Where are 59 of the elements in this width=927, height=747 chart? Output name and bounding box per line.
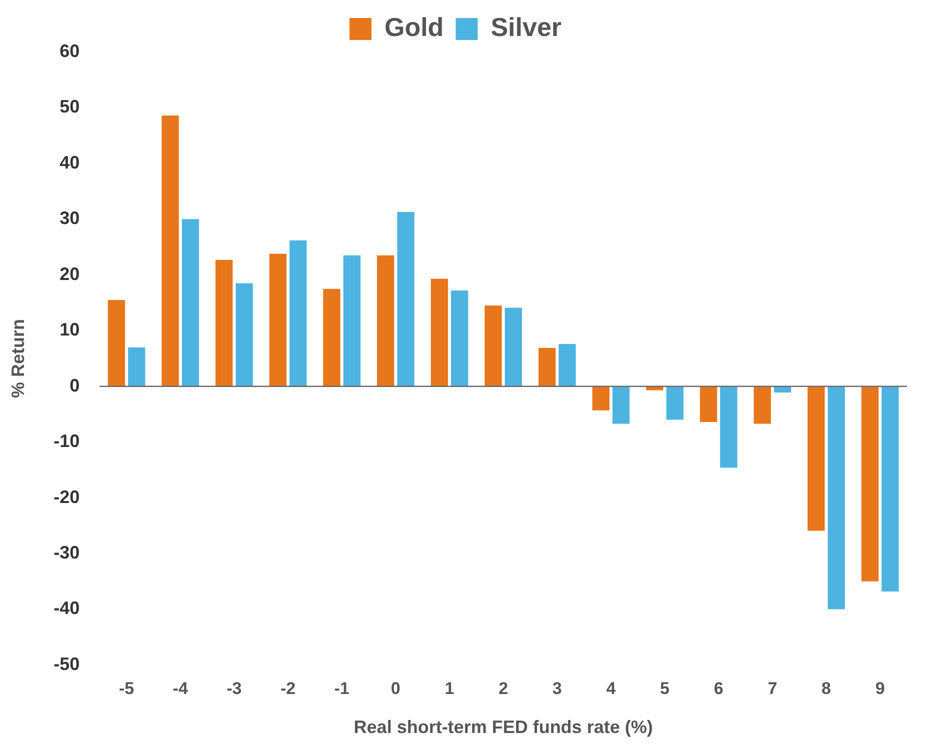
x-tick-label: 2 [498, 678, 508, 698]
x-tick-label: 0 [390, 678, 400, 698]
bar [882, 386, 899, 592]
bar [269, 254, 286, 386]
x-tick-label: 6 [714, 678, 724, 698]
x-axis-title: Real short-term FED funds rate (%) [354, 717, 653, 738]
x-tick-label: 9 [875, 678, 885, 698]
legend-label: Silver [490, 12, 562, 42]
x-tick-label: 3 [552, 678, 562, 698]
x-tick-label: 1 [444, 678, 454, 698]
y-tick-label: 60 [60, 40, 80, 61]
bar [700, 386, 718, 422]
y-tick-label: 0 [70, 375, 80, 396]
legend-label: Gold [384, 12, 444, 42]
bar [504, 308, 522, 386]
bar [216, 260, 233, 386]
x-tick-label: 7 [768, 678, 778, 698]
y-tick-label: -20 [54, 486, 80, 507]
x-tick-label: -5 [118, 678, 134, 698]
x-tick-label: -4 [172, 678, 188, 698]
y-tick-label: 20 [60, 264, 80, 284]
y-tick-label: -10 [54, 431, 80, 452]
y-axis-title: % Return [8, 318, 28, 398]
bar [808, 386, 825, 531]
bar [376, 255, 394, 386]
bar [128, 347, 146, 386]
bar [162, 116, 179, 386]
y-tick-label: -30 [54, 542, 80, 563]
bar [450, 290, 468, 386]
bar [236, 283, 253, 386]
bar [323, 288, 340, 386]
bar [108, 300, 126, 386]
x-tick-label: -3 [226, 678, 242, 698]
x-tick-label: 8 [822, 678, 831, 698]
x-tick-label: -1 [334, 678, 350, 698]
bar [666, 386, 684, 420]
bar [754, 386, 771, 424]
y-tick-label: -50 [54, 654, 80, 674]
x-tick-label: 4 [606, 678, 616, 698]
y-tick-label: 10 [60, 320, 80, 340]
bar [558, 344, 576, 386]
bar [182, 219, 200, 386]
y-tick-label: 30 [60, 208, 80, 228]
bar [861, 386, 879, 582]
bar [592, 386, 610, 410]
bar [430, 278, 448, 386]
bar [538, 348, 556, 386]
bar [484, 306, 502, 386]
y-tick-label: 50 [60, 96, 80, 117]
x-tick-label: -2 [280, 678, 296, 698]
y-tick-label: 40 [60, 152, 80, 172]
y-tick-label: -40 [54, 598, 80, 618]
bar [343, 255, 360, 386]
bar [290, 240, 307, 386]
bar [612, 386, 630, 424]
bar [828, 386, 845, 610]
x-tick-label: 5 [660, 678, 670, 698]
bar [720, 386, 738, 468]
bar [397, 212, 414, 386]
